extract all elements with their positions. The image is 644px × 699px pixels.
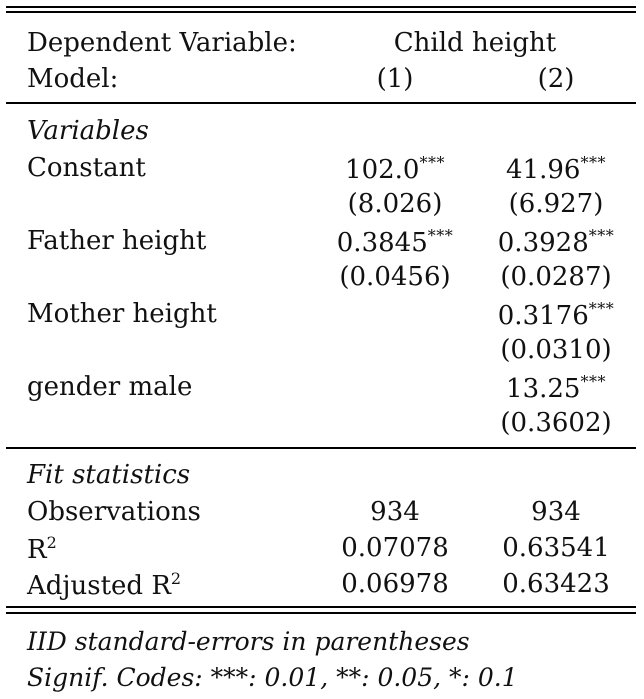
significance-stars: *** [588,299,615,318]
estimate: 102.0 [345,155,420,185]
standard-error: (0.3602) [500,408,612,438]
adjusted-r-label: Adjusted R [27,571,171,601]
model-1-header: (1) [376,64,414,94]
model-2-header: (2) [537,64,575,94]
coefficient-cell: 0.3845*** [336,226,454,258]
dependent-variable-label: Dependent Variable: [27,28,297,58]
dependent-variable-value: Child height [393,28,557,58]
fit-statistic-name: Adjusted R2 [27,569,182,601]
coefficient-cell: 41.96*** [506,153,606,185]
coefficient-cell: 102.0*** [345,153,445,185]
variable-name: gender male [27,372,193,402]
estimate: 41.96 [506,155,581,185]
estimate: 0.3176 [497,301,589,331]
significance-stars: *** [588,226,615,245]
fit-statistic-name: Observations [27,497,201,527]
significance-stars: *** [419,153,445,172]
standard-error: (0.0456) [339,262,451,292]
significance-stars: *** [580,153,606,172]
variable-name: Father height [27,226,207,256]
header-rule [6,102,636,104]
significance-stars: *** [580,372,606,391]
coefficient-cell: 13.25*** [506,372,606,404]
model-label: Model: [27,64,119,94]
coefficient-cell: 0.3928*** [497,226,615,258]
note-significance-codes: Signif. Codes: ***: 0.01, **: 0.05, *: 0… [27,663,518,692]
coefficient-cell: 0.3176*** [497,299,615,331]
standard-error: (8.026) [347,189,443,219]
variables-bottom-rule [6,447,636,449]
fit-statistic-value: 0.63423 [502,569,610,599]
variable-name: Mother height [27,299,217,329]
fit-statistic-value: 934 [370,497,420,527]
estimate: 0.3845 [336,228,428,258]
fit-statistic-name: R2 [27,533,58,565]
bottom-rule-2 [6,612,636,614]
superscript: 2 [170,569,182,588]
variables-section-title: Variables [27,116,149,146]
standard-error: (0.0310) [500,335,612,365]
note-standard-errors: IID standard-errors in parentheses [27,627,470,656]
top-rule-1 [6,6,636,8]
standard-error: (0.0287) [500,262,612,292]
standard-error: (6.927) [508,189,604,219]
superscript: 2 [46,533,58,552]
top-rule-2 [6,11,636,13]
estimate: 0.3928 [497,228,589,258]
fit-statistics-section-title: Fit statistics [27,460,191,490]
bottom-rule-1 [6,606,636,608]
variable-name: Constant [27,153,146,183]
estimate: 13.25 [506,374,581,404]
significance-stars: *** [427,226,454,245]
fit-statistic-value: 0.63541 [502,533,610,563]
fit-statistic-value: 0.06978 [341,569,449,599]
r-label: R [27,535,47,565]
fit-statistic-value: 0.07078 [341,533,449,563]
fit-statistic-value: 934 [531,497,581,527]
